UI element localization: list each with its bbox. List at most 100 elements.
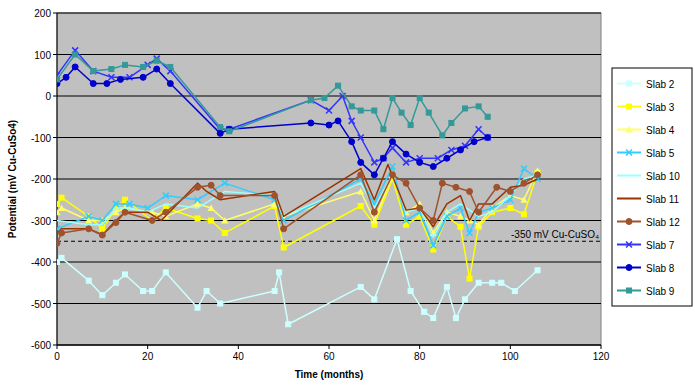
point [57,77,60,82]
point [408,289,413,294]
x-tick [147,345,148,349]
point [358,108,363,113]
point [507,188,513,194]
point [335,118,341,124]
point [195,305,200,310]
point [281,245,286,250]
point [217,193,223,199]
point [439,180,445,186]
series-line [57,50,488,162]
point [218,125,223,130]
point [430,218,436,224]
point [371,209,377,215]
x-axis-title: Time (months) [295,369,364,380]
point [476,280,481,285]
point [227,129,232,134]
point [444,155,450,161]
plot-area [57,13,601,345]
point [475,221,482,228]
y-tick [53,179,57,180]
point [485,114,490,119]
point [163,270,168,275]
series-line [57,175,538,243]
point [336,83,341,88]
point [154,66,160,72]
point [358,172,364,178]
point [167,81,173,87]
point [90,81,96,87]
point [127,201,133,207]
point [521,180,527,186]
legend-label: Slab 5 [646,148,675,159]
point [57,201,60,206]
legend-marker [626,265,632,271]
point [389,172,395,178]
point [204,289,209,294]
point [349,118,355,124]
point [123,272,128,277]
legend [612,68,692,306]
y-tick-label: -100 [31,133,51,144]
point [272,289,277,294]
point [372,108,377,113]
point [417,205,423,211]
point [73,52,78,57]
point [403,218,409,224]
point [86,226,92,232]
point [358,135,364,141]
series-line [57,67,488,175]
point [399,110,404,115]
point [430,242,436,248]
point [490,280,495,285]
point [520,196,527,203]
grid-line [57,54,601,55]
series-line [57,167,538,246]
point [349,139,355,145]
point [113,201,119,207]
point [417,96,422,101]
point [521,166,527,172]
point [59,195,64,200]
point [494,184,500,190]
point [209,218,214,223]
point [57,240,60,246]
point [308,120,314,126]
point [453,316,458,321]
x-tick [238,345,239,349]
legend-label: Slab 2 [646,79,675,90]
y-tick [53,96,57,97]
legend-label: Slab 3 [646,102,675,113]
y-tick-label: 0 [45,91,51,102]
point [422,309,427,314]
y-tick-label: -600 [31,340,51,351]
y-tick-label: -500 [31,299,51,310]
point [150,289,155,294]
point [277,270,282,275]
point [163,193,169,199]
grid-line [57,220,601,221]
point [535,172,541,178]
point [195,184,201,190]
chart: -600-500-400-300-200-1000100200020406080… [0,0,695,385]
series-line [57,55,488,136]
point [463,106,468,111]
point [476,209,482,215]
reference-line [57,241,601,242]
y-tick-label: 200 [34,8,51,19]
series-line [57,173,538,279]
y-tick [53,345,57,346]
point [272,193,278,199]
annotation: -350 mV Cu-CuSO₄ [511,229,599,240]
point [448,147,454,153]
y-tick [53,262,57,263]
point [195,197,201,203]
legend-marker [627,81,632,86]
point [208,205,215,212]
point [59,255,64,260]
x-tick [601,345,602,349]
point [108,74,114,80]
point [122,209,128,215]
point [109,67,114,72]
point [58,205,65,212]
legend-swatch [617,175,641,177]
